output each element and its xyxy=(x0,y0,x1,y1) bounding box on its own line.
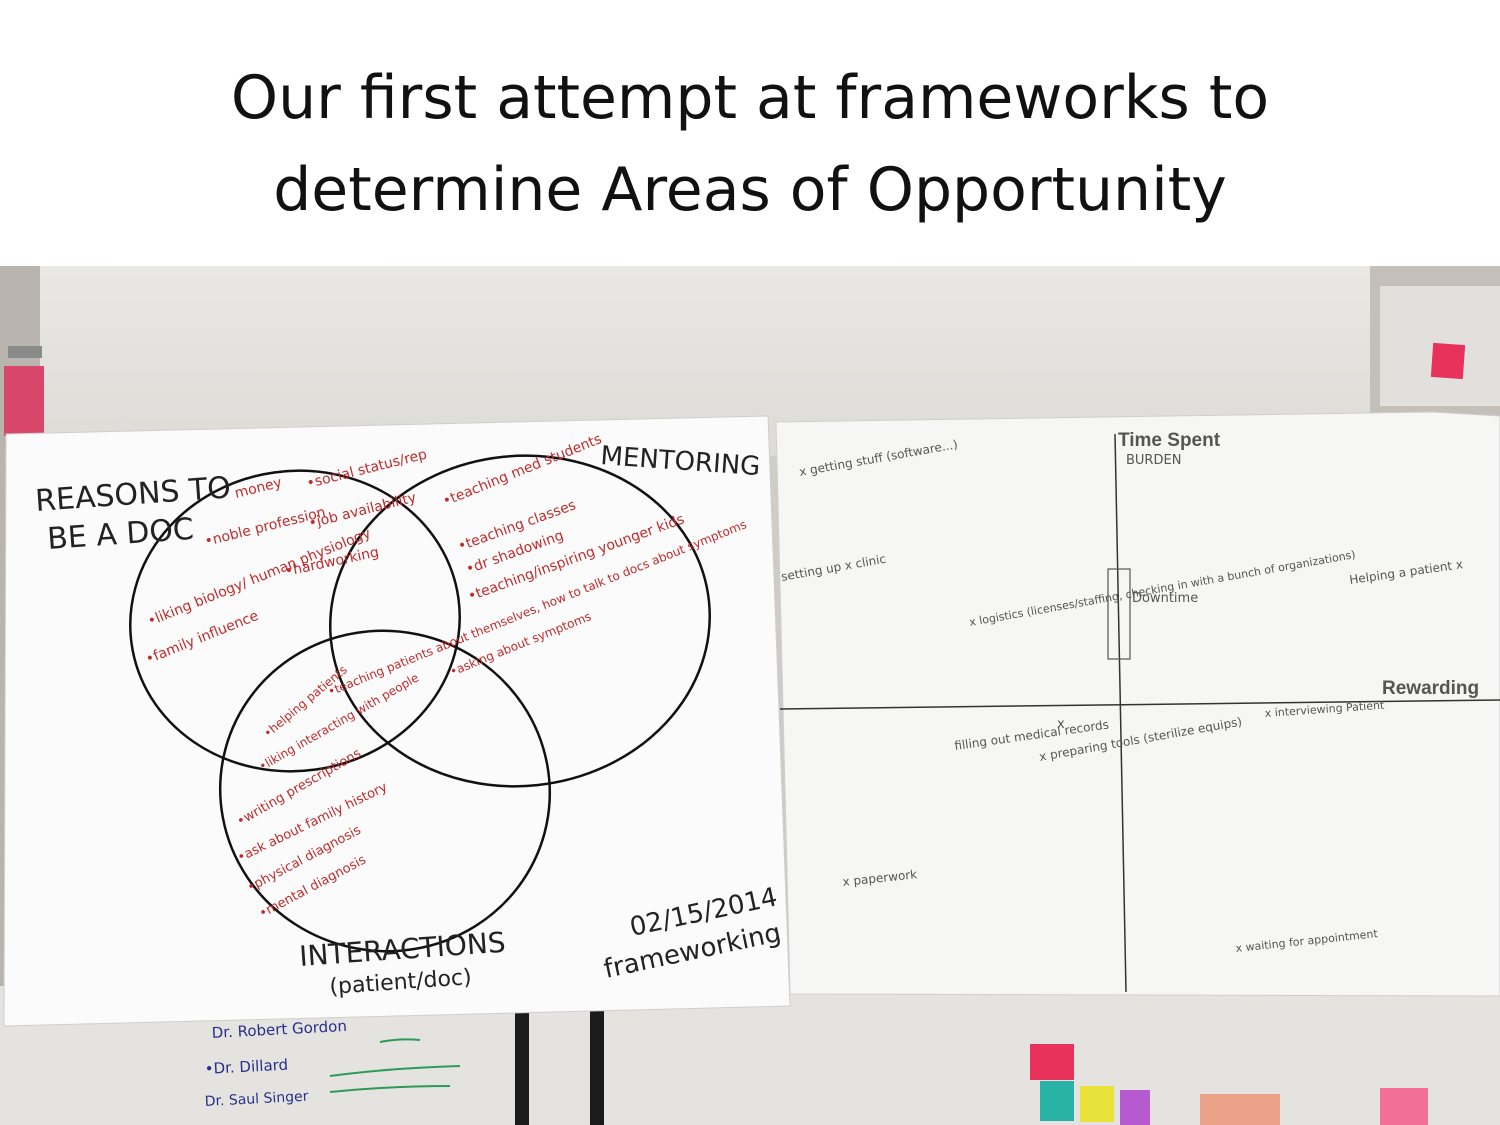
sticky-note xyxy=(1120,1090,1150,1125)
left-board-writing xyxy=(8,346,42,358)
sticky-note xyxy=(1040,1081,1074,1121)
left-sticky-notes xyxy=(4,366,44,436)
easel-leg-right xyxy=(590,1001,604,1125)
sticky-note xyxy=(1380,1088,1428,1125)
reasons-circle xyxy=(129,469,461,773)
slide-title-line-2: determine Areas of Opportunity xyxy=(273,155,1227,225)
y-axis-label: Time Spent xyxy=(1118,430,1221,451)
sticky-note xyxy=(1080,1086,1114,1122)
slide-title-line-1: Our first attempt at frameworks to xyxy=(230,63,1270,133)
slide-title: Our first attempt at frameworks to deter… xyxy=(0,52,1500,236)
mentoring-circle xyxy=(329,454,711,788)
venn-paper xyxy=(3,415,791,1027)
downtime-marker xyxy=(1107,568,1131,660)
whiteboard-name: Dr. Saul Singer xyxy=(204,1089,309,1110)
x-axis-line xyxy=(779,699,1500,710)
matrix-sheet: Time Spent BURDEN Rewarding x getting st… xyxy=(775,411,1500,997)
easel-leg-left xyxy=(515,1001,529,1125)
whiteboard-name: •Dr. Dillard xyxy=(204,1056,288,1078)
x-axis-label: Rewarding xyxy=(1382,678,1479,699)
y-axis-sublabel: BURDEN xyxy=(1126,453,1181,468)
pink-sticky-note xyxy=(1430,342,1466,380)
y-axis-line xyxy=(1114,433,1127,993)
sticky-note xyxy=(1200,1094,1280,1125)
matrix-note: Downtime xyxy=(1132,591,1198,606)
venn-sheet: REASONS TO BE A DOC MENTORING INTERACTIO… xyxy=(3,415,791,1027)
interactions-circle xyxy=(218,629,552,953)
sticky-note xyxy=(1030,1044,1074,1080)
matrix-note: x xyxy=(1057,717,1065,732)
whiteboard-photo: Dr. Robert Gordon •Dr. Dillard Dr. Saul … xyxy=(0,266,1500,1125)
photo-scene: Dr. Robert Gordon •Dr. Dillard Dr. Saul … xyxy=(0,266,1500,1125)
